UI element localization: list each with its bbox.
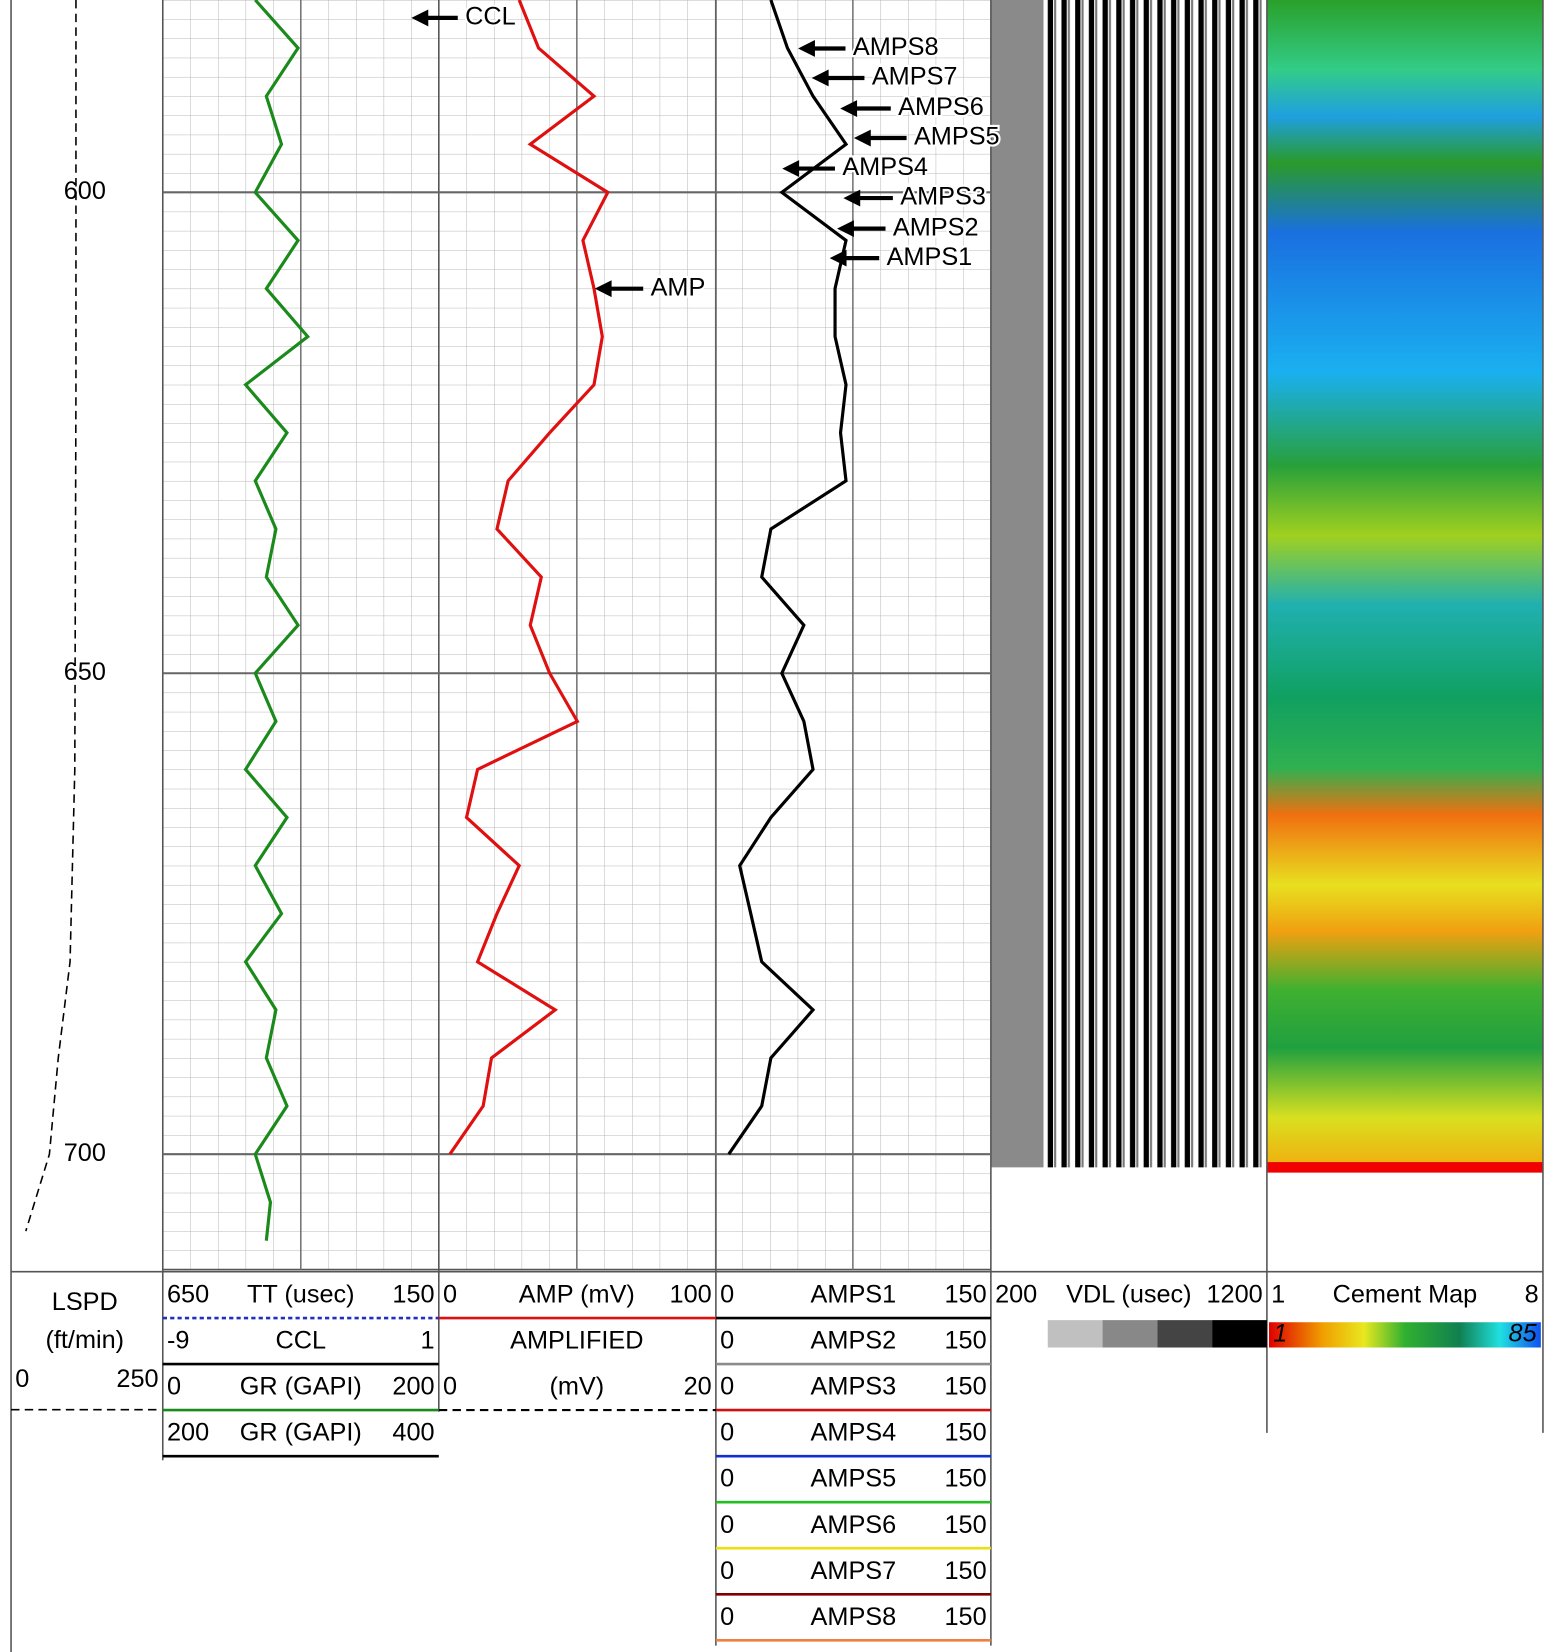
header-text: 150 — [945, 1511, 987, 1539]
header-text: GR (GAPI) — [240, 1419, 362, 1447]
header-text: AMP (mV) — [519, 1281, 635, 1309]
header-text: AMPS5 — [811, 1465, 897, 1493]
annotation-label: CCL — [465, 3, 516, 31]
log-curve — [727, 0, 849, 1156]
header-text: 0 — [720, 1557, 734, 1585]
header-text: 0 — [720, 1373, 734, 1401]
annotation-label: AMPS2 — [893, 213, 979, 241]
header-text: 150 — [392, 1281, 434, 1309]
header-text: (ft/min) — [45, 1326, 124, 1354]
header-text: 150 — [945, 1557, 987, 1585]
cement-map-bottom — [1266, 1162, 1543, 1173]
annotation-label: AMPS3 — [900, 183, 986, 211]
header-text: 0 — [720, 1281, 734, 1309]
header-text: 0 — [720, 1419, 734, 1447]
header-text: -9 — [167, 1327, 189, 1355]
log-curve — [448, 0, 610, 1156]
header-text: VDL (usec) — [1066, 1281, 1191, 1309]
header-text: 20 — [684, 1373, 712, 1401]
header-text: Cement Map — [1333, 1281, 1478, 1309]
annotation-arrowhead — [837, 220, 854, 238]
header-text: 0 — [720, 1603, 734, 1631]
header-text: 0 — [443, 1373, 457, 1401]
annotation-label: AMP — [651, 273, 706, 301]
header-text: AMPS1 — [811, 1281, 897, 1309]
header-text: (mV) — [549, 1373, 604, 1401]
annotation-label: AMPS7 — [872, 63, 958, 91]
header-text: 0 — [167, 1373, 181, 1401]
colorbar-label: 85 — [1509, 1320, 1538, 1348]
header-text: 0 — [720, 1327, 734, 1355]
header-text: 250 — [116, 1365, 158, 1393]
header-text: 8 — [1525, 1281, 1539, 1309]
header-text: LSPD — [52, 1288, 118, 1316]
vdl-image — [1043, 0, 1267, 1168]
vdl-scale-4 — [1212, 1320, 1267, 1348]
header-text: 0 — [720, 1465, 734, 1493]
header-text: 100 — [670, 1281, 712, 1309]
header-text: 200 — [167, 1419, 209, 1447]
depth-label: 600 — [64, 177, 106, 205]
header-text: 650 — [167, 1281, 209, 1309]
header-text: 400 — [392, 1419, 434, 1447]
vdl-scale-2 — [1102, 1320, 1158, 1348]
annotation-label: AMPS1 — [887, 243, 973, 271]
cement-colorbar — [1269, 1322, 1541, 1348]
annotation-arrowhead — [811, 69, 829, 87]
annotation-arrowhead — [829, 249, 847, 267]
header-text: 200 — [392, 1373, 434, 1401]
header-text: AMPS3 — [811, 1373, 897, 1401]
depth-label: 700 — [64, 1139, 106, 1167]
annotation-label: AMPS5 — [914, 123, 1000, 151]
vdl-scale-3 — [1157, 1320, 1213, 1348]
header-text: AMPS2 — [811, 1327, 897, 1355]
header-text: GR (GAPI) — [240, 1373, 362, 1401]
header-text: AMPLIFIED — [510, 1327, 643, 1355]
annotation-label: AMPS4 — [842, 153, 928, 181]
header-text: CCL — [276, 1327, 327, 1355]
header-text: 150 — [945, 1327, 987, 1355]
major-vertical-grid — [299, 0, 854, 1270]
header-text: 150 — [945, 1465, 987, 1493]
header-text: AMPS4 — [811, 1419, 897, 1447]
header-text: AMPS6 — [811, 1511, 897, 1539]
header-text: 0 — [15, 1365, 29, 1393]
header-text: 0 — [720, 1511, 734, 1539]
annotation-arrowhead — [782, 160, 800, 177]
header-text: 150 — [945, 1603, 987, 1631]
annotation-arrowhead — [843, 189, 861, 207]
header-text: AMPS8 — [811, 1603, 897, 1631]
annotation-arrowhead — [411, 9, 429, 27]
annotation-arrowhead — [798, 40, 815, 57]
header-text: 150 — [945, 1419, 987, 1447]
header-text: TT (usec) — [247, 1281, 355, 1309]
log-curve — [25, 0, 77, 1232]
cement-map — [1266, 0, 1543, 1165]
header-text: 150 — [945, 1281, 987, 1309]
header-text: 1 — [1271, 1281, 1285, 1309]
annotation-label: AMPS6 — [898, 93, 984, 121]
header-text: 1200 — [1206, 1281, 1262, 1309]
header-text: 200 — [995, 1281, 1037, 1309]
annotation-arrowhead — [840, 100, 858, 117]
vdl-early — [990, 0, 1044, 1168]
colorbar-label: 1 — [1273, 1320, 1287, 1348]
header-text: 0 — [443, 1281, 457, 1309]
header-text: 150 — [945, 1373, 987, 1401]
log-curve — [243, 0, 311, 1241]
vdl-scale-1 — [1047, 1320, 1103, 1348]
annotation-arrowhead — [853, 129, 871, 147]
annotation-arrowhead — [594, 280, 612, 298]
annotation-label: AMPS8 — [853, 33, 939, 61]
header-text: 1 — [421, 1327, 435, 1355]
header-text: AMPS7 — [811, 1557, 897, 1585]
depth-label: 650 — [64, 658, 106, 686]
